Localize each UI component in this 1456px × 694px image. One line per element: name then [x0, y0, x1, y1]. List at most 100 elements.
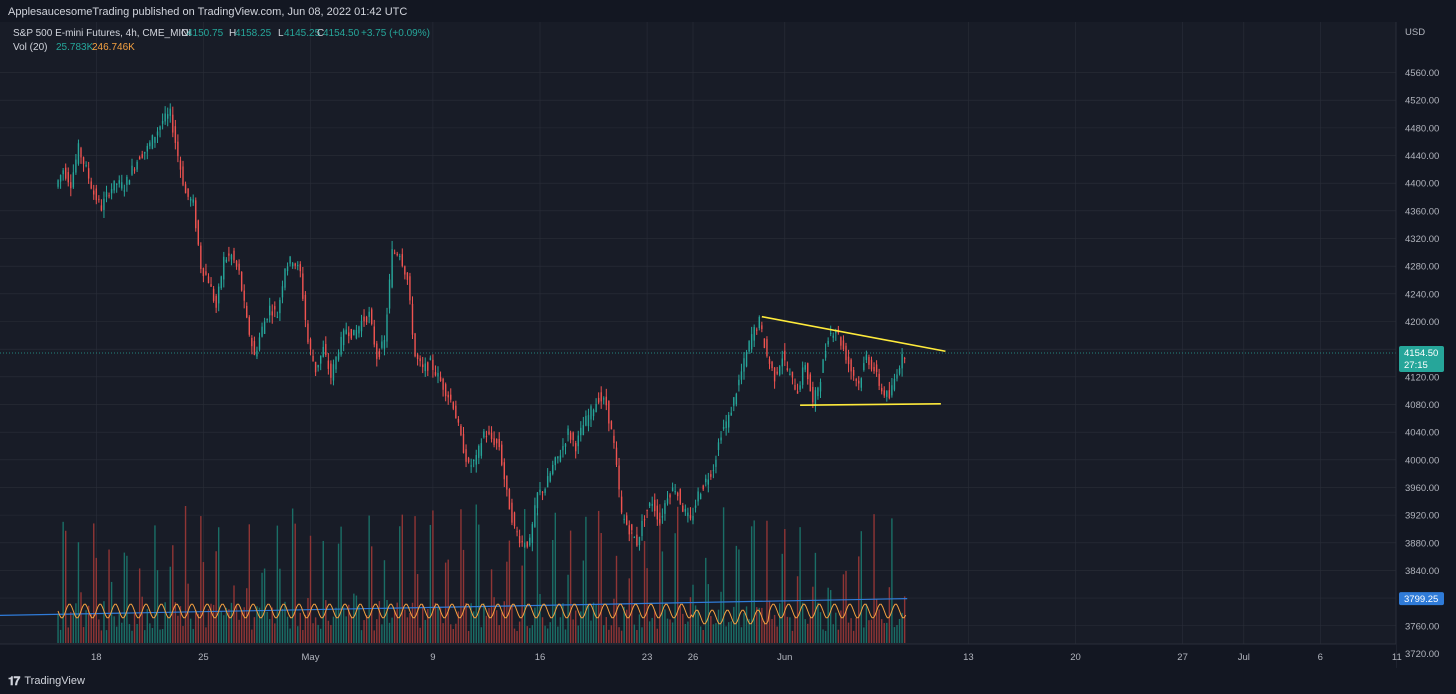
volume-bar [656, 628, 659, 643]
candle-body [220, 276, 222, 289]
candle-body [506, 475, 508, 490]
candle-body [271, 311, 273, 316]
volume-bar [873, 514, 875, 643]
candle-body [197, 220, 200, 245]
candle-body [399, 256, 401, 258]
volume-bar [325, 600, 327, 643]
candle-body [590, 406, 592, 420]
volume-bar [284, 601, 286, 643]
volume-bar [279, 568, 281, 643]
volume-bar [233, 585, 235, 643]
volume-bar [156, 570, 159, 643]
volume-bar [314, 617, 317, 643]
volume-bar [699, 626, 702, 643]
price-axis[interactable]: USD 4560.00 4520.00 4480.00 4440.00 4400.00 4… [1395, 22, 1456, 668]
volume-bar [684, 623, 687, 643]
volume-bar [442, 623, 444, 643]
candle-body [646, 509, 648, 511]
candle-body [439, 377, 442, 382]
volume-bar [886, 622, 888, 643]
candle-body [789, 373, 791, 375]
candle-body [903, 358, 906, 360]
volume-bar [503, 601, 506, 643]
chart[interactable]: S&P 500 E-mini Futures, 4h, CME_MINI O 4… [0, 22, 1456, 668]
time-tick-label: 20 [1070, 652, 1081, 663]
volume-bar [891, 518, 893, 643]
volume-bar [393, 610, 396, 643]
tradingview-logo[interactable]: 𝟏𝟕 TradingView [8, 673, 85, 689]
volume-bar [444, 562, 447, 643]
trendlines[interactable] [761, 315, 946, 406]
candle-body [274, 306, 276, 310]
volume-bar [340, 526, 342, 643]
plot-area[interactable] [0, 22, 1396, 644]
volume-bar [717, 609, 720, 643]
candle-body [136, 161, 138, 170]
volume-bar [187, 583, 189, 643]
time-axis[interactable]: 18 25 May 9 16 23 26 Jun 13 20 27 Jul 6 11 [0, 643, 1402, 668]
volume-bar [756, 607, 758, 643]
volume-bar [355, 595, 358, 643]
volume-bar [370, 546, 373, 643]
price-tick-label: 4200.00 [1405, 317, 1439, 328]
candle-body [600, 392, 602, 402]
candle-body [771, 361, 773, 369]
candle-body [434, 372, 437, 376]
candle-body [799, 385, 801, 390]
volume-bar [276, 525, 279, 643]
candle-body [156, 131, 159, 136]
candle-body [261, 326, 263, 337]
candle-body [179, 160, 182, 170]
candle-body [518, 535, 521, 544]
time-tick-label: Jun [777, 652, 792, 663]
candle-body [868, 356, 870, 365]
volume-bar [641, 627, 643, 643]
candle-body [501, 444, 503, 465]
candle-body [93, 190, 95, 195]
volume-bar [582, 560, 585, 643]
volume-bar [725, 626, 727, 643]
candle-body [832, 335, 834, 338]
candle-body [692, 515, 694, 521]
candle-body [582, 425, 585, 436]
candle-body [85, 165, 87, 167]
candle-body [159, 126, 161, 130]
candle-body [824, 351, 827, 358]
candle-body [258, 337, 261, 350]
candle-body [103, 198, 105, 210]
volume-bar [62, 521, 64, 643]
volume-bar [179, 606, 182, 643]
candle-body [243, 290, 245, 301]
candle-body [123, 190, 126, 192]
volume-bar [863, 627, 865, 643]
volume-bar [694, 605, 697, 643]
candle-body [722, 427, 725, 429]
candle-body [791, 371, 794, 378]
volume-bar [103, 601, 105, 643]
volume-bar [549, 622, 551, 643]
candle-body [169, 108, 171, 116]
ma-price-label [1399, 592, 1444, 606]
volume-bar [67, 627, 69, 643]
volume-bar [661, 551, 664, 643]
volume-bar [90, 613, 92, 643]
last-price-label [1399, 345, 1444, 372]
volume-bar [268, 619, 271, 643]
volume-bar [59, 629, 62, 643]
candle-body [743, 358, 745, 372]
volume-bar [77, 542, 80, 643]
candle-body [850, 359, 852, 372]
volume-bar [64, 530, 67, 643]
currency-label: USD [1405, 27, 1425, 38]
candle-body [809, 374, 812, 392]
candle-body [355, 329, 358, 339]
volume-value: 25.783K [56, 42, 94, 53]
candle-body [564, 443, 567, 447]
volume-bar [271, 607, 273, 643]
candle-body [217, 286, 220, 304]
volume-bar [845, 570, 847, 643]
volume-bar [778, 603, 781, 643]
volume-bar [427, 609, 429, 643]
candle-body [699, 494, 702, 500]
volume-bar [544, 625, 546, 643]
